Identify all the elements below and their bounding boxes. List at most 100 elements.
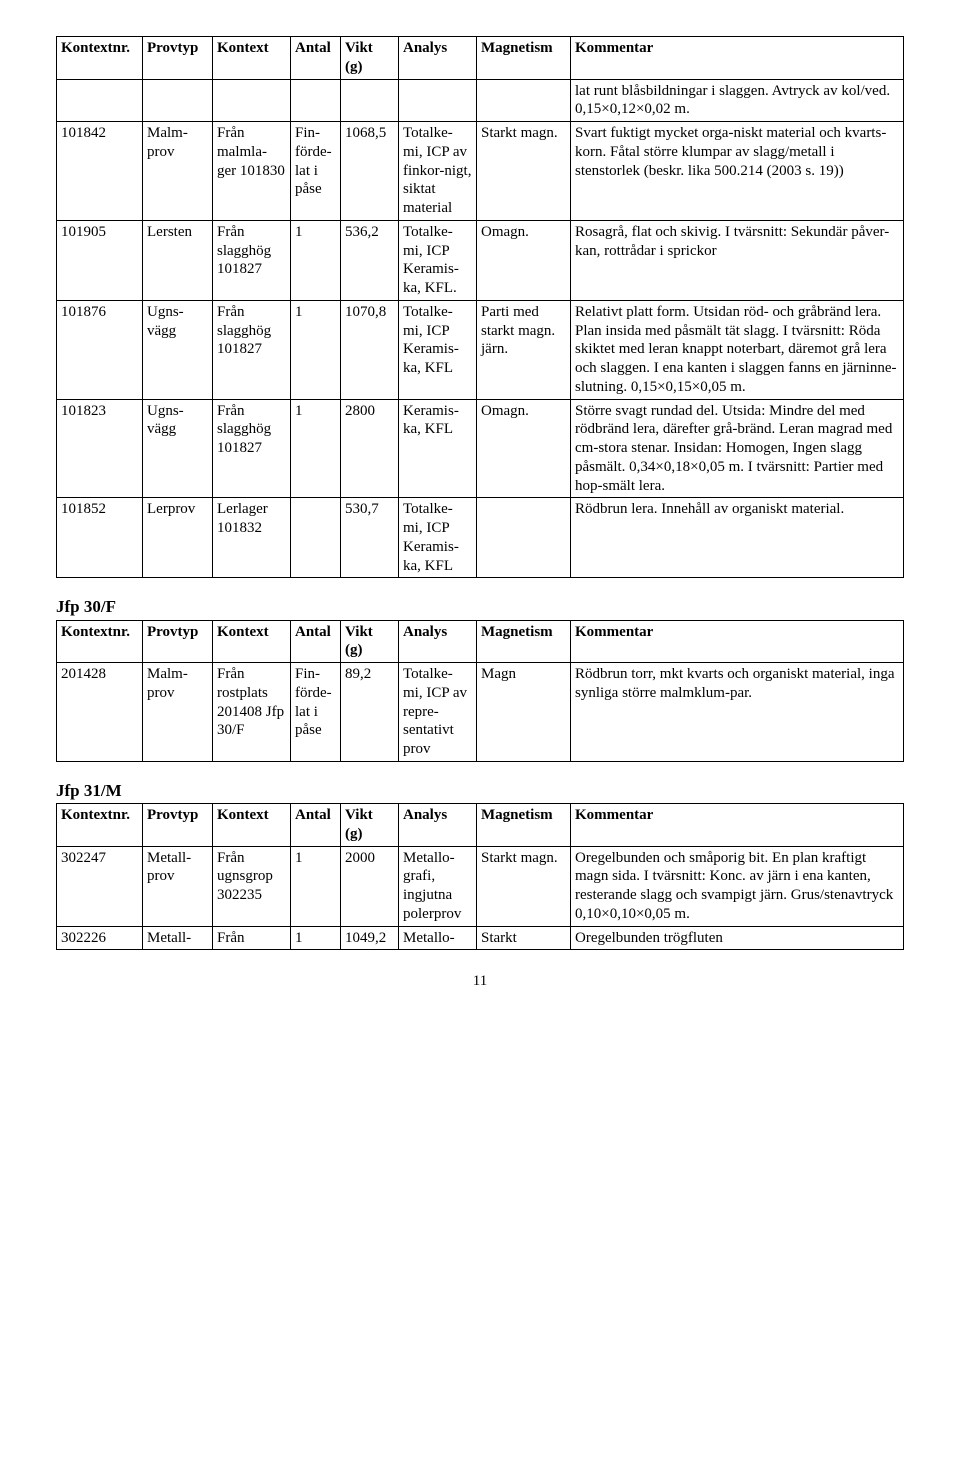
col-magnetism: Magnetism	[477, 37, 571, 80]
cell-kommentar: Rödbrun torr, mkt kvarts och organiskt m…	[571, 663, 904, 762]
col-kontextnr: Kontextnr.	[57, 37, 143, 80]
cell-kontext: Från slagghög 101827	[213, 399, 291, 498]
col-provtyp: Provtyp	[143, 804, 213, 847]
cell-magnetism: Parti med starkt magn. järn.	[477, 300, 571, 399]
cell-vikt: 89,2	[341, 663, 399, 762]
cell-magnetism: Starkt magn.	[477, 122, 571, 221]
cell-analys: Totalke-mi, ICP av repre-sentativt prov	[399, 663, 477, 762]
cell-magnetism	[477, 498, 571, 578]
samples-table-continuation: Kontextnr. Provtyp Kontext Antal Vikt (g…	[56, 36, 904, 578]
cell-kontextnr: 101852	[57, 498, 143, 578]
cell-kommentar: Svart fuktigt mycket orga-niskt material…	[571, 122, 904, 221]
col-kontextnr: Kontextnr.	[57, 620, 143, 663]
table-row: 101823 Ugns-vägg Från slagghög 101827 1 …	[57, 399, 904, 498]
table-row: 201428 Malm-prov Från rostplats 201408 J…	[57, 663, 904, 762]
cell-vikt: 2000	[341, 846, 399, 926]
cell-kontextnr: 302247	[57, 846, 143, 926]
cell-provtyp: Ugns-vägg	[143, 399, 213, 498]
cell-kommentar: Rosagrå, flat och skivig. I tvärsnitt: S…	[571, 220, 904, 300]
cell-magnetism: Starkt magn.	[477, 846, 571, 926]
col-vikt: Vikt (g)	[341, 37, 399, 80]
col-antal: Antal	[291, 804, 341, 847]
cell-vikt: 530,7	[341, 498, 399, 578]
cell-kontextnr: 302226	[57, 926, 143, 950]
table-row: 101905 Lersten Från slagghög 101827 1 53…	[57, 220, 904, 300]
cell-kontext: Lerlager 101832	[213, 498, 291, 578]
cell-kontext: Från ugnsgrop 302235	[213, 846, 291, 926]
cell-magnetism: Omagn.	[477, 220, 571, 300]
cell-provtyp: Malm-prov	[143, 122, 213, 221]
cell-analys	[399, 79, 477, 122]
cell-kontext: Från rostplats 201408 Jfp 30/F	[213, 663, 291, 762]
cell-kommentar: Rödbrun lera. Innehåll av organiskt mate…	[571, 498, 904, 578]
page-number: 11	[56, 972, 904, 991]
cell-kontext: Från slagghög 101827	[213, 220, 291, 300]
cell-kontextnr: 101823	[57, 399, 143, 498]
cell-analys: Metallo-grafi, ingjutna polerprov	[399, 846, 477, 926]
cell-kontextnr: 101876	[57, 300, 143, 399]
col-kontext: Kontext	[213, 620, 291, 663]
cell-provtyp: Metall-	[143, 926, 213, 950]
cell-antal: 1	[291, 220, 341, 300]
col-analys: Analys	[399, 37, 477, 80]
cell-analys: Metallo-	[399, 926, 477, 950]
col-provtyp: Provtyp	[143, 620, 213, 663]
cell-antal	[291, 498, 341, 578]
col-kommentar: Kommentar	[571, 804, 904, 847]
cell-analys: Totalke-mi, ICP av finkor-nigt, siktat m…	[399, 122, 477, 221]
cell-analys: Totalke-mi, ICP Keramis-ka, KFL.	[399, 220, 477, 300]
cell-antal: 1	[291, 926, 341, 950]
cell-analys: Totalke-mi, ICP Keramis-ka, KFL	[399, 498, 477, 578]
col-analys: Analys	[399, 620, 477, 663]
cell-antal: Fin-förde-lat i påse	[291, 122, 341, 221]
table-header-row: Kontextnr. Provtyp Kontext Antal Vikt (g…	[57, 620, 904, 663]
cell-kontext: Från malmla-ger 101830	[213, 122, 291, 221]
col-kommentar: Kommentar	[571, 620, 904, 663]
col-kontextnr: Kontextnr.	[57, 804, 143, 847]
cell-kontext: Från slagghög 101827	[213, 300, 291, 399]
cell-antal: 1	[291, 846, 341, 926]
cell-kontext	[213, 79, 291, 122]
cell-provtyp: Lerprov	[143, 498, 213, 578]
cell-antal	[291, 79, 341, 122]
col-kommentar: Kommentar	[571, 37, 904, 80]
cell-kommentar: Oregelbunden och småporig bit. En plan k…	[571, 846, 904, 926]
table-row: 101852 Lerprov Lerlager 101832 530,7 Tot…	[57, 498, 904, 578]
cell-provtyp: Metall-prov	[143, 846, 213, 926]
cell-vikt: 1049,2	[341, 926, 399, 950]
table-row: 101842 Malm-prov Från malmla-ger 101830 …	[57, 122, 904, 221]
cell-kontextnr: 101842	[57, 122, 143, 221]
cell-analys: Keramis-ka, KFL	[399, 399, 477, 498]
cell-magnetism: Starkt	[477, 926, 571, 950]
table-header-row: Kontextnr. Provtyp Kontext Antal Vikt (g…	[57, 804, 904, 847]
cell-vikt	[341, 79, 399, 122]
cell-provtyp	[143, 79, 213, 122]
cell-vikt: 2800	[341, 399, 399, 498]
cell-provtyp: Malm-prov	[143, 663, 213, 762]
cell-vikt: 1070,8	[341, 300, 399, 399]
cell-vikt: 1068,5	[341, 122, 399, 221]
col-vikt: Vikt (g)	[341, 804, 399, 847]
col-vikt: Vikt (g)	[341, 620, 399, 663]
cell-kommentar: Relativt platt form. Utsidan röd- och gr…	[571, 300, 904, 399]
cell-kontextnr	[57, 79, 143, 122]
col-kontext: Kontext	[213, 804, 291, 847]
cell-antal: 1	[291, 399, 341, 498]
section-heading-jfp31m: Jfp 31/M	[56, 780, 904, 801]
col-analys: Analys	[399, 804, 477, 847]
table-row: 302226 Metall- Från 1 1049,2 Metallo- St…	[57, 926, 904, 950]
jfp31m-table: Kontextnr. Provtyp Kontext Antal Vikt (g…	[56, 803, 904, 950]
cell-antal: Fin-förde-lat i påse	[291, 663, 341, 762]
col-antal: Antal	[291, 620, 341, 663]
cell-antal: 1	[291, 300, 341, 399]
table-row: 302247 Metall-prov Från ugnsgrop 302235 …	[57, 846, 904, 926]
cell-kommentar: lat runt blåsbildningar i slaggen. Avtry…	[571, 79, 904, 122]
col-magnetism: Magnetism	[477, 804, 571, 847]
col-kontext: Kontext	[213, 37, 291, 80]
col-magnetism: Magnetism	[477, 620, 571, 663]
cell-kontextnr: 201428	[57, 663, 143, 762]
jfp30f-table: Kontextnr. Provtyp Kontext Antal Vikt (g…	[56, 620, 904, 762]
cell-kommentar: Oregelbunden trögfluten	[571, 926, 904, 950]
table-header-row: Kontextnr. Provtyp Kontext Antal Vikt (g…	[57, 37, 904, 80]
cell-provtyp: Ugns-vägg	[143, 300, 213, 399]
